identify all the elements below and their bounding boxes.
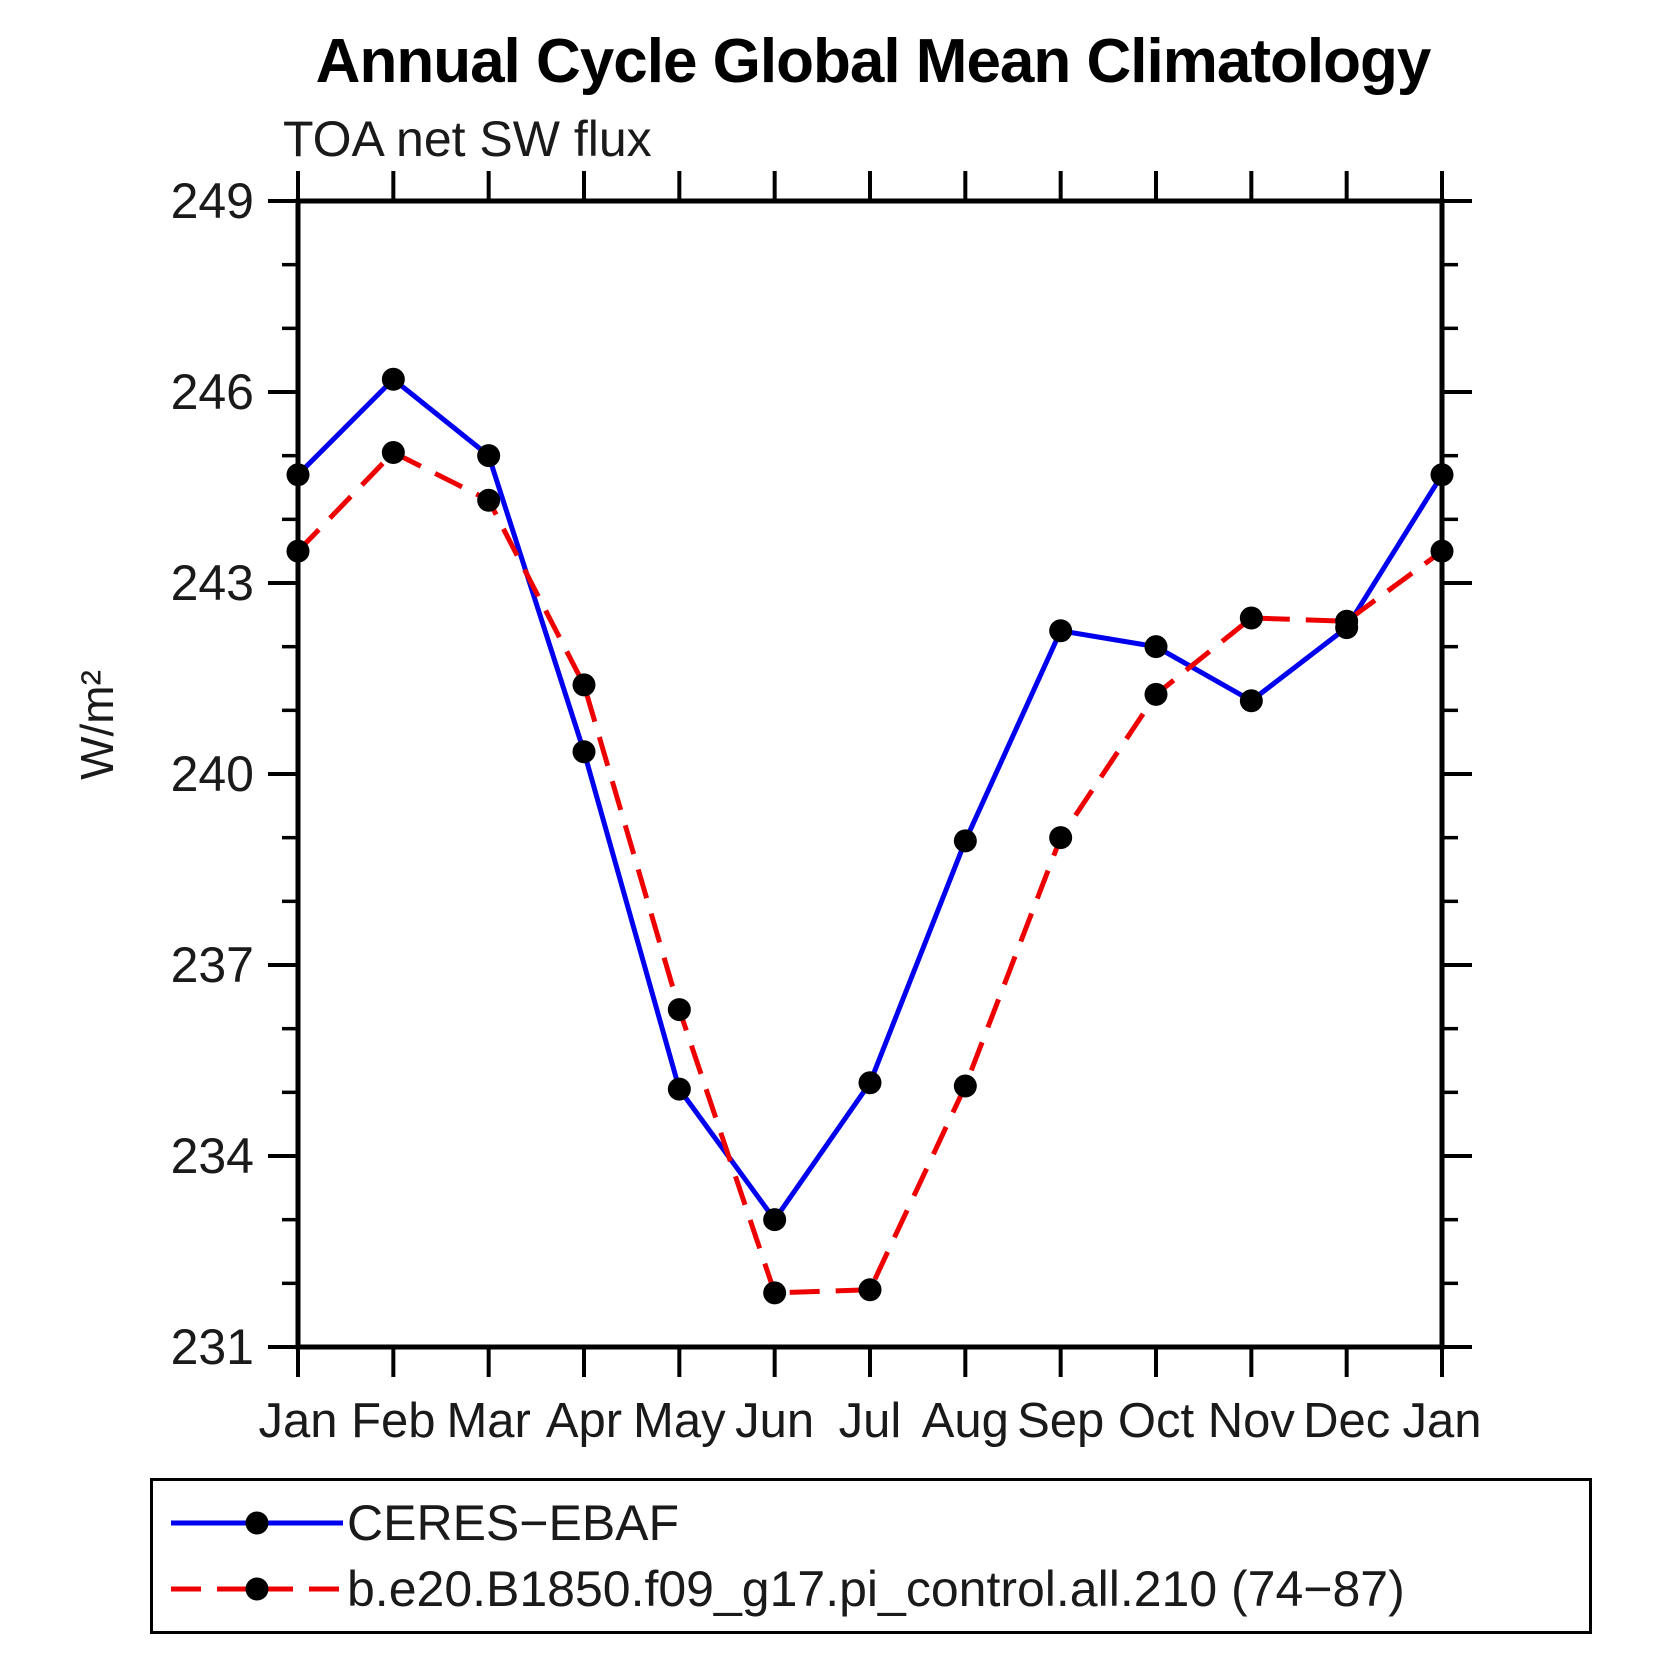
x-tick-label: Sep [1017,1394,1104,1448]
data-point-s1-Sep [1049,826,1073,850]
series-line-1 [296,449,1444,1296]
legend-box: CERES−EBAF b.e20.B1850.f09_g17.pi_contro… [150,1478,1592,1634]
legend-sample-marker [245,1511,269,1535]
data-point-s1-Jul [858,1278,882,1302]
x-tick-label: Aug [922,1394,1009,1448]
x-tick-label: Feb [351,1394,435,1448]
data-point-s0-Jun [763,1208,787,1232]
y-tick-label: 237 [171,937,254,993]
y-tick-label: 243 [171,555,254,611]
x-tick-label: Dec [1303,1394,1390,1448]
x-tick-label: May [633,1394,726,1448]
data-point-s0-May [667,1077,691,1101]
data-point-s0-Mar [477,444,501,468]
data-point-s1-Jan [286,539,310,563]
legend-label-ceres: CERES−EBAF [347,1495,680,1551]
y-tick-label: 231 [171,1319,254,1375]
data-point-s1-Dec [1335,609,1359,633]
legend-row-model: b.e20.B1850.f09_g17.pi_control.all.210 (… [167,1560,1589,1618]
legend-label-model: b.e20.B1850.f09_g17.pi_control.all.210 (… [347,1561,1405,1617]
data-point-s0-Jan [1430,463,1454,487]
data-point-s0-Apr [572,740,596,764]
chart-subtitle: TOA net SW flux [283,111,652,167]
data-point-s1-Aug [953,1074,977,1098]
legend-swatch-solid-line [171,1511,343,1535]
chart-title: Annual Cycle Global Mean Climatology [315,27,1432,96]
data-point-s1-Oct [1144,682,1168,706]
x-tick-label: Apr [546,1394,622,1448]
data-point-s1-Mar [477,488,501,512]
legend-sample-marker [245,1577,269,1601]
data-point-s0-Aug [953,829,977,853]
plot-border [295,198,1445,1350]
data-point-s1-Jan [1430,539,1454,563]
x-tick-label: Oct [1118,1394,1195,1448]
data-point-s0-Nov [1239,689,1263,713]
x-tick-label: Jan [1402,1394,1481,1448]
data-point-s1-Feb [381,440,405,464]
data-point-s1-May [667,998,691,1022]
data-point-s0-Feb [381,367,405,391]
y-tick-label: 249 [171,173,254,229]
data-point-s1-Nov [1239,606,1263,630]
data-point-s0-Oct [1144,635,1168,659]
y-tick-label: 234 [171,1128,254,1184]
y-tick-label: 240 [171,746,254,802]
data-point-s0-Jan [286,463,310,487]
x-tick-label: Nov [1208,1394,1296,1448]
data-point-s0-Sep [1049,619,1073,643]
legend-swatch-dashed-line [171,1577,343,1601]
data-point-s1-Jun [763,1281,787,1305]
x-tick-label: Jan [258,1394,337,1448]
data-point-s1-Apr [572,673,596,697]
x-tick-label: Mar [446,1394,530,1448]
legend-row-ceres: CERES−EBAF [167,1494,1589,1552]
data-point-s0-Jul [858,1071,882,1095]
x-tick-label: Jul [839,1394,902,1448]
y-tick-label: 246 [171,364,254,420]
x-tick-label: Jun [735,1394,814,1448]
